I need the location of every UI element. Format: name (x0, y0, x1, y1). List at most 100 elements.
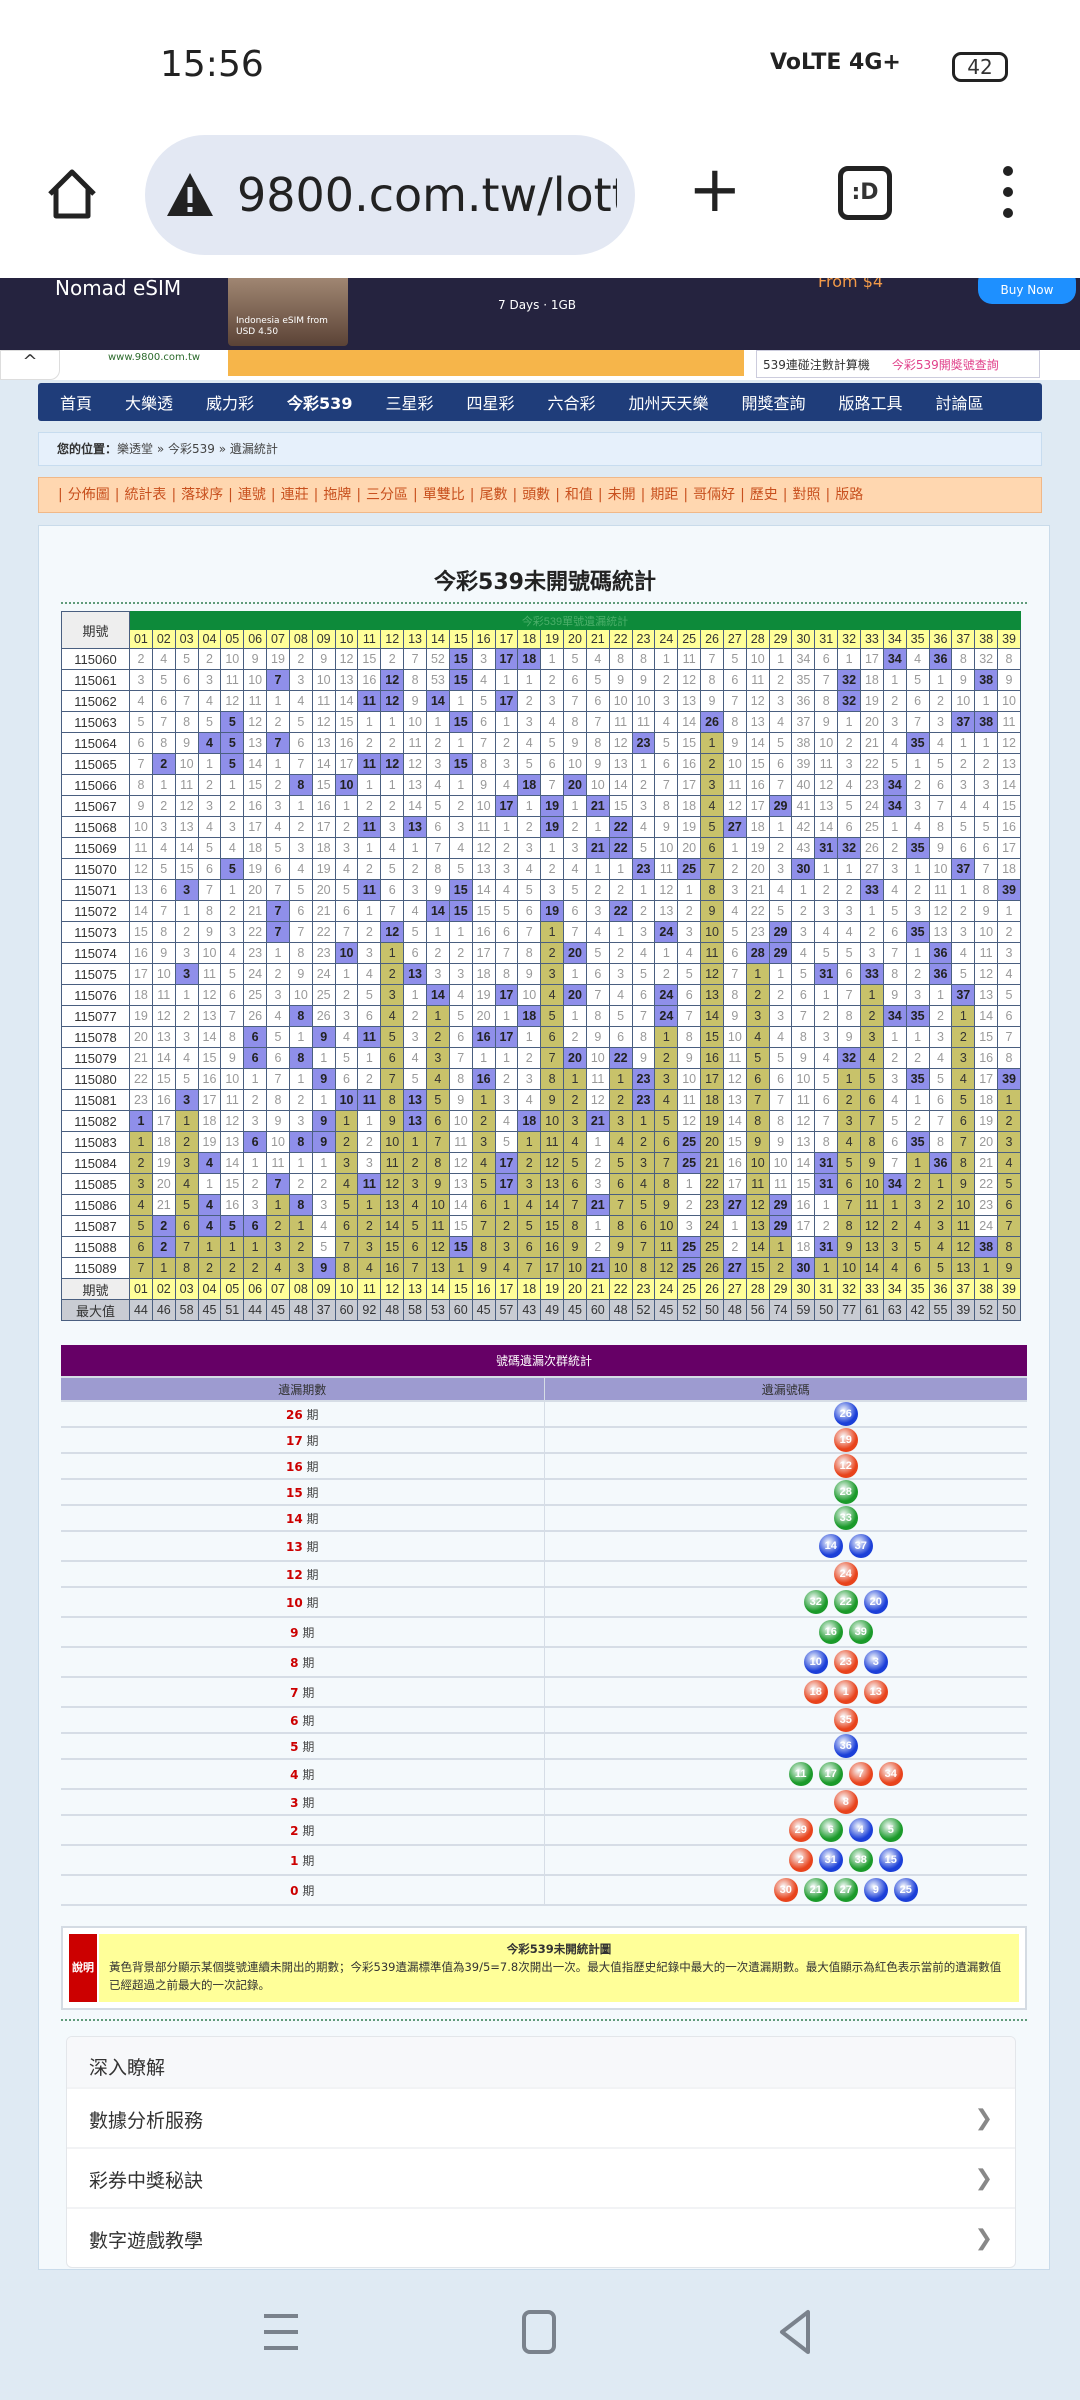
gap-cell: 23 (311, 942, 336, 964)
gap-cell: 19 (471, 984, 496, 1006)
tool-link[interactable]: 頭數 (522, 487, 551, 503)
column-header: 18 (517, 1278, 542, 1300)
gap-cell: 10 (654, 837, 679, 859)
tool-link[interactable]: 對照 (792, 487, 821, 503)
more-menu-icon[interactable] (998, 166, 1018, 226)
tool-link[interactable]: 拖牌 (323, 487, 352, 503)
gap-cell: 1 (151, 1257, 176, 1279)
gap-cell: 7 (631, 1005, 656, 1027)
gap-cell: 6 (585, 963, 610, 985)
tool-link[interactable]: 和值 (564, 487, 593, 503)
drawn-cell: 28 (745, 942, 770, 964)
drawn-cell: 36 (928, 648, 953, 670)
gap-cell: 9 (540, 1089, 565, 1111)
home-button-icon[interactable] (520, 2308, 560, 2358)
nav-item[interactable]: 加州天天樂 (628, 394, 709, 413)
ad-banner[interactable]: Nomad eSIM Indonesia eSIM from USD 4.50 … (0, 278, 1080, 350)
column-header: 27 (722, 629, 747, 649)
group-row: 12 期 24 (61, 1561, 1027, 1588)
nav-item[interactable]: 四星彩 (466, 394, 515, 413)
gap-cell: 8 (654, 1173, 679, 1195)
learn-more-item[interactable]: 數據分析服務 ❯ (67, 2087, 1015, 2147)
warning-icon[interactable] (165, 170, 215, 220)
back-icon[interactable] (776, 2308, 816, 2358)
gap-cell: 14 (311, 753, 336, 775)
drawn-cell: 1 (129, 1110, 153, 1132)
drawn-cell: 13 (403, 1089, 427, 1111)
gap-count: 6 (290, 1713, 299, 1728)
recent-apps-icon[interactable] (262, 2308, 302, 2358)
tool-link[interactable]: 哥倆好 (693, 487, 736, 503)
tool-link[interactable]: 連莊 (280, 487, 309, 503)
number-ball: 23 (833, 1650, 858, 1674)
column-header: 14 (425, 629, 450, 649)
gap-cell: 5 (928, 1257, 953, 1279)
gap-cell: 3 (677, 1215, 702, 1237)
gap-cell: 2 (837, 879, 861, 901)
ad-buy-button[interactable]: Buy Now (978, 278, 1076, 304)
tool-link[interactable]: 分佈圖 (67, 487, 110, 503)
nav-item[interactable]: 大樂透 (125, 394, 174, 413)
results-link[interactable]: 今彩539開獎號查詢 (891, 357, 999, 372)
learn-more-item[interactable]: 彩券中獎秘訣 ❯ (67, 2147, 1015, 2207)
nav-item[interactable]: 六合彩 (547, 394, 596, 413)
nav-item[interactable]: 今彩539 (287, 394, 353, 413)
tool-link[interactable]: 版路 (835, 487, 864, 503)
gap-cell: 5 (357, 984, 382, 1006)
new-tab-icon[interactable]: + (688, 153, 742, 227)
drawn-cell: 35 (905, 732, 930, 754)
gap-cell: 12 (997, 732, 1021, 754)
gap-cell: 9 (197, 921, 222, 943)
gap-cell: 9 (631, 669, 656, 691)
tool-link[interactable]: 期距 (650, 487, 679, 503)
nav-item[interactable]: 討論區 (935, 394, 984, 413)
tool-link[interactable]: 三分區 (366, 487, 409, 503)
gap-cell: 1 (380, 711, 405, 733)
gap-cell: 2 (677, 900, 702, 922)
max-value: 60 (585, 1299, 610, 1321)
gap-cell: 24 (311, 963, 336, 985)
tool-link[interactable]: 單雙比 (422, 487, 465, 503)
gap-cell: 4 (997, 1152, 1021, 1174)
tab-switcher-button[interactable]: :D (838, 166, 892, 220)
nav-item[interactable]: 版路工具 (838, 394, 903, 413)
tool-link[interactable]: 統計表 (124, 487, 167, 503)
address-bar[interactable]: 9800.com.tw/lott (145, 135, 635, 255)
tool-link[interactable]: 歷史 (749, 487, 778, 503)
gap-cell: 1 (425, 711, 450, 733)
learn-more-item[interactable]: 數字遊戲教學 ❯ (67, 2207, 1015, 2267)
nav-item[interactable]: 三星彩 (385, 394, 434, 413)
url-text[interactable]: 9800.com.tw/lott (237, 168, 617, 222)
calculator-link[interactable]: 539連碰注數計算機 (763, 357, 870, 372)
tool-link[interactable]: 落球序 (181, 487, 224, 503)
nav-item[interactable]: 首頁 (60, 394, 93, 413)
table-row: 115062 4 6 7 4 12 11 1 4 11 14 11 12 9 14 1 5 17 2 3 7 6 10 10 3… (61, 690, 1021, 712)
tool-link[interactable]: 連號 (237, 487, 266, 503)
collapse-chevron-icon[interactable]: ^ (0, 350, 60, 380)
gap-unit: 期 (306, 1459, 319, 1474)
gap-cell: 16 (197, 1068, 222, 1090)
gap-count: 26 (285, 1407, 303, 1422)
gap-cell: 2 (585, 1152, 610, 1174)
breadcrumb-home[interactable]: 樂透堂 (117, 442, 154, 456)
tool-link[interactable]: 尾數 (479, 487, 508, 503)
number-ball: 22 (833, 1590, 858, 1614)
gap-cell: 2 (334, 1131, 359, 1153)
gap-cell: 12 (403, 753, 427, 775)
gap-cell: 1 (220, 1236, 245, 1258)
nav-item[interactable]: 威力彩 (206, 394, 255, 413)
tool-link[interactable]: 未開 (607, 487, 636, 503)
nav-item[interactable]: 開獎查詢 (741, 394, 806, 413)
gap-cell: 7 (677, 1005, 702, 1027)
gap-cell: 7 (722, 690, 747, 712)
gap-cell: 17 (997, 837, 1021, 859)
max-value: 58 (174, 1299, 199, 1321)
gap-cell: 2 (517, 816, 542, 838)
gap-cell: 3 (928, 1026, 953, 1048)
gap-cell: 2 (517, 690, 542, 712)
gap-cell: 9 (174, 732, 199, 754)
breadcrumb-539[interactable]: 今彩539 (168, 442, 215, 456)
gap-cell: 1 (928, 669, 953, 691)
home-icon[interactable] (44, 166, 100, 222)
gap-cell: 26 (700, 1257, 724, 1279)
